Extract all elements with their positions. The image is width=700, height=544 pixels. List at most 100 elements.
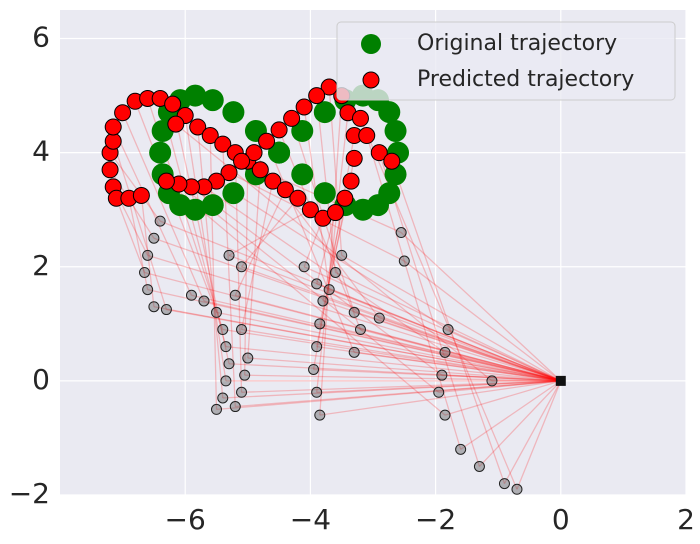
link [354, 311, 562, 382]
predicted-point [214, 135, 232, 153]
joint-point [439, 346, 451, 358]
link [112, 141, 168, 310]
link [241, 380, 561, 393]
joint-point [348, 346, 360, 358]
predicted-point [370, 144, 388, 162]
predicted-point [308, 87, 326, 105]
link [354, 351, 561, 382]
link [316, 212, 337, 285]
x-tick-label: 2 [677, 503, 695, 536]
joint-point [436, 369, 448, 381]
base-point [555, 375, 566, 386]
link [159, 220, 562, 382]
link [166, 308, 561, 382]
x-tick-label: 0 [552, 503, 570, 536]
link [112, 126, 193, 296]
predicted-point [104, 132, 122, 150]
y-tick-label: 0 [32, 363, 50, 396]
joint-point [211, 306, 222, 318]
predicted-point [270, 121, 288, 139]
link [228, 363, 561, 382]
joint-point [211, 403, 222, 415]
joint-point [311, 278, 323, 290]
joint-point [433, 386, 445, 398]
original-point [201, 194, 224, 217]
joint-point [511, 483, 523, 495]
link [128, 198, 149, 290]
link [379, 317, 562, 382]
joint-point [185, 289, 197, 301]
link [203, 300, 561, 382]
x-tick-label: −6 [165, 503, 206, 536]
joint-point [311, 341, 323, 353]
link [241, 266, 562, 382]
joint-point [395, 227, 407, 239]
predicted-point [289, 189, 307, 207]
link [265, 140, 355, 353]
predicted-point [276, 181, 294, 199]
joint-point [354, 324, 366, 336]
link [391, 160, 506, 484]
link [516, 380, 562, 490]
predicted-point [114, 104, 132, 122]
link [109, 152, 161, 222]
original-point [268, 141, 291, 164]
link [115, 198, 146, 273]
original-point [384, 119, 407, 142]
predicted-point [201, 127, 219, 145]
y-tick-label: 2 [32, 249, 50, 282]
link [503, 380, 562, 484]
joint-point [223, 358, 235, 370]
predicted-point [342, 172, 360, 190]
joint-point [198, 295, 210, 307]
original-point [222, 182, 245, 205]
joint-point [486, 375, 498, 387]
y-tick-label: 4 [32, 135, 50, 168]
link [341, 254, 562, 382]
legend: Original trajectory Predicted trajectory [336, 21, 676, 101]
y-tick-label: −2 [9, 477, 50, 510]
link [378, 152, 481, 467]
original-point [149, 141, 172, 164]
joint-point [139, 266, 151, 278]
link [147, 288, 561, 382]
link [203, 186, 446, 353]
link [216, 380, 561, 411]
link [216, 180, 449, 331]
link [316, 346, 561, 382]
joint-point [314, 318, 326, 330]
original-point [313, 182, 336, 205]
joint-point [314, 409, 326, 421]
original-point [291, 119, 314, 142]
joint-point [236, 261, 248, 273]
predicted-point [258, 132, 276, 150]
link [122, 112, 205, 302]
link [444, 351, 561, 382]
predicted-point [301, 201, 319, 219]
link [166, 180, 446, 416]
predicted-point [167, 115, 185, 133]
predicted-point [295, 98, 313, 116]
predicted-point [251, 161, 269, 179]
link [447, 328, 562, 382]
joint-point [398, 255, 410, 267]
joint-point [498, 478, 510, 490]
joint-point [154, 215, 166, 227]
link [234, 189, 286, 296]
link [444, 380, 561, 416]
predicted-point [358, 127, 376, 145]
link [322, 300, 562, 382]
legend-label: Original trajectory [417, 31, 617, 56]
link [197, 126, 224, 399]
link [228, 209, 311, 256]
original-point [313, 101, 336, 124]
link [140, 195, 155, 307]
original-point [291, 163, 314, 186]
original-point [184, 84, 207, 107]
link [178, 183, 440, 393]
original-point [378, 182, 401, 205]
joint-point [242, 352, 254, 364]
joint-point [348, 306, 360, 318]
link [303, 218, 324, 267]
